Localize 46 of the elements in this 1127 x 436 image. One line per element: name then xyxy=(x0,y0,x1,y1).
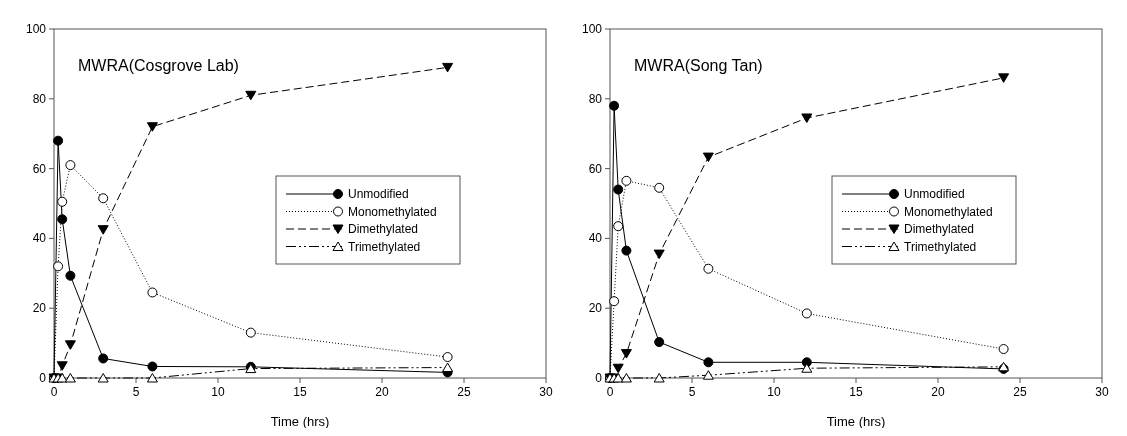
x-tick-label: 15 xyxy=(849,385,863,399)
legend-label: Monomethylated xyxy=(904,204,993,219)
legend-item: Dimethylated xyxy=(841,222,975,236)
y-tick-label: 0 xyxy=(595,371,603,385)
y-tick-label: 20 xyxy=(588,301,603,316)
legend-label: Dimethylated xyxy=(348,222,419,236)
legend-item: Unmodified xyxy=(841,187,965,201)
y-tick-label: 80 xyxy=(32,91,47,106)
x-tick-label: 20 xyxy=(375,385,389,399)
legend-label: Unmodified xyxy=(904,187,965,201)
y-tick-label: 40 xyxy=(588,231,603,246)
x-tick-label: 0 xyxy=(606,385,614,399)
x-tick-label: 5 xyxy=(688,385,696,399)
legend-item: Monomethylated xyxy=(841,204,993,219)
legend-label: Trimethylated xyxy=(904,239,977,254)
legend-label: Dimethylated xyxy=(904,222,975,236)
legend-item: Trimethylated xyxy=(841,239,977,254)
legend-item: Dimethylated xyxy=(285,222,419,236)
x-tick-label: 10 xyxy=(211,385,225,399)
legend-item: Trimethylated xyxy=(285,239,421,254)
x-tick-label: 30 xyxy=(1095,385,1109,399)
x-tick-label: 5 xyxy=(132,385,140,399)
y-tick-label: 60 xyxy=(32,161,47,176)
legend-item: Unmodified xyxy=(285,187,409,201)
x-tick-label: 30 xyxy=(539,385,553,399)
legend-item: Monomethylated xyxy=(285,204,437,219)
x-tick-label: 10 xyxy=(767,385,781,399)
y-tick-label: 40 xyxy=(32,231,47,246)
y-tick-label: 20 xyxy=(32,301,47,316)
y-tick-label: 100 xyxy=(25,22,47,36)
x-tick-label: 15 xyxy=(293,385,307,399)
legend-label: Unmodified xyxy=(348,187,409,201)
text: MWRA(Cosgrove Lab) xyxy=(78,57,239,74)
x-axis-title: Time (hrs) xyxy=(826,414,886,429)
y-tick-label: 80 xyxy=(588,91,603,106)
x-tick-label: 20 xyxy=(931,385,945,399)
x-tick-label: 25 xyxy=(457,385,471,399)
legend-label: Monomethylated xyxy=(348,204,437,219)
x-axis-title: Time (hrs) xyxy=(270,414,330,429)
y-tick-label: 60 xyxy=(588,161,603,176)
text: MWRA(Song Tan) xyxy=(634,57,763,74)
x-tick-label: 0 xyxy=(50,385,58,399)
x-tick-label: 25 xyxy=(1013,385,1027,399)
legend-label: Trimethylated xyxy=(348,239,421,254)
y-tick-label: 100 xyxy=(581,22,603,36)
y-tick-label: 0 xyxy=(39,371,47,385)
